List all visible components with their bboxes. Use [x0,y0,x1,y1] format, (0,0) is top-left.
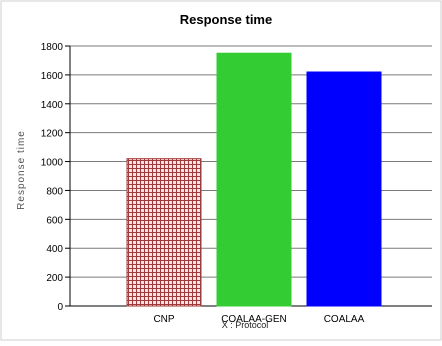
y-tick-label: 1800 [41,42,64,53]
y-tick-labels: 0 200 400 600 800 1000 1200 1400 1600 1800 [41,42,64,313]
bar-cnp [126,158,202,307]
y-tick-label: 600 [46,215,63,226]
bar-coalaa [306,71,382,307]
bars [126,52,382,307]
y-tick-label: 0 [57,302,63,313]
chart-title: Response time [180,12,272,27]
x-axis-label: X : Protocol [222,320,269,330]
y-tick-label: 1000 [41,158,64,169]
x-tick-label: CNP [153,314,174,325]
y-tick-label: 400 [46,244,63,255]
y-tick-label: 800 [46,186,63,197]
bar-coalaa-gen [216,52,292,307]
y-tick-label: 200 [46,273,63,284]
y-tick-label: 1600 [41,71,64,82]
x-tick-label: COALAA [324,314,365,325]
y-tick-label: 1200 [41,129,64,140]
y-tick-label: 1400 [41,100,64,111]
x-tick-labels: CNP COALAA-GEN COALAA [153,314,364,325]
x-tick-label: COALAA-GEN [221,314,287,325]
y-axis-label: Response time [16,130,27,210]
